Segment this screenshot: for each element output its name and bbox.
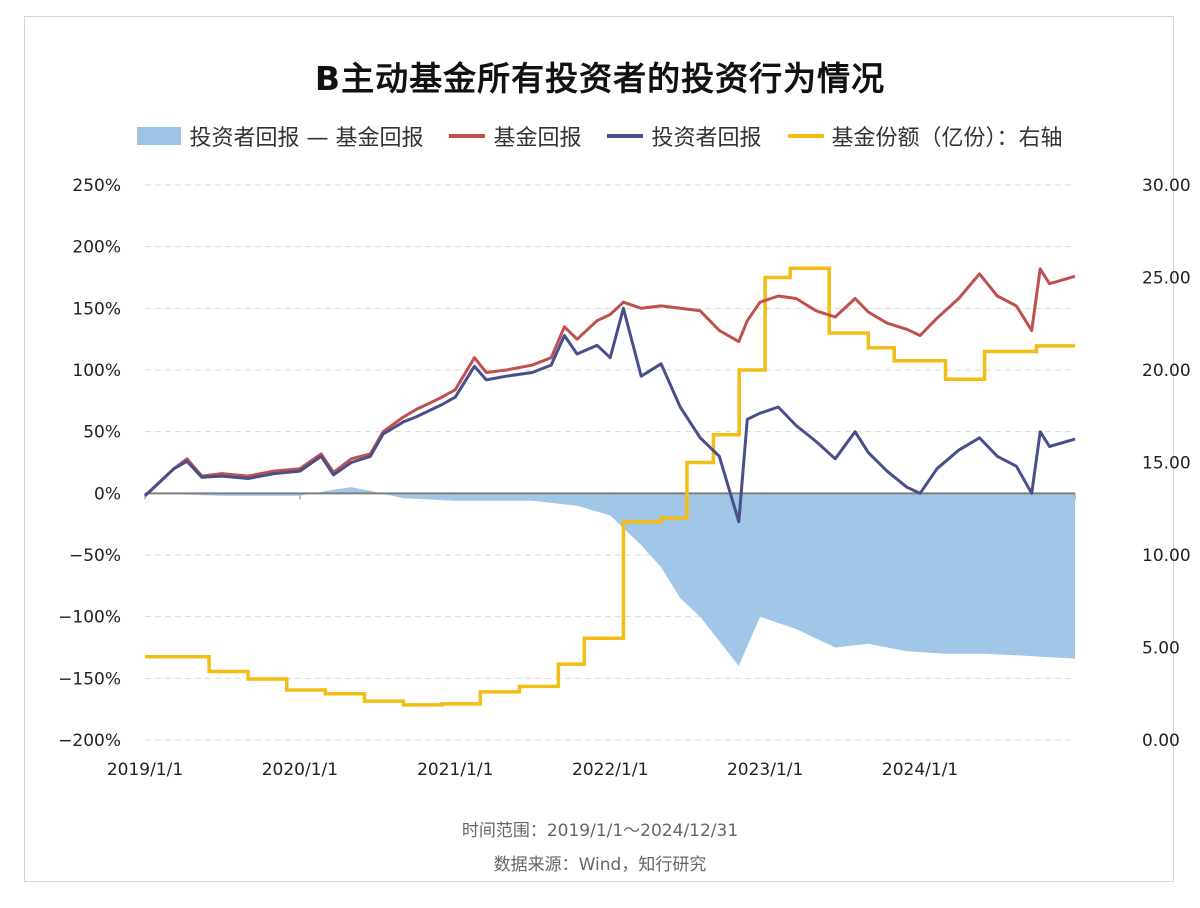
legend-label-investor: 投资者回报 xyxy=(651,126,762,151)
x-tick-label: 2019/1/1 xyxy=(107,760,183,780)
legend-label-shares: 基金份额（亿份）：右轴 xyxy=(831,126,1063,151)
y-left-tick-label: 50% xyxy=(83,423,121,443)
y-left-tick-label: −50% xyxy=(69,546,121,566)
footer-time-range: 时间范围：2019/1/1～2024/12/31 xyxy=(461,821,739,841)
legend-item-shares: 基金份额（亿份）：右轴 xyxy=(787,120,1063,152)
x-tick-label: 2021/1/1 xyxy=(417,760,493,780)
x-tick-label: 2023/1/1 xyxy=(727,760,803,780)
x-tick-label: 2022/1/1 xyxy=(572,760,648,780)
series-line-fund-shares xyxy=(145,266,1075,707)
x-tick-label: 2024/1/1 xyxy=(882,760,958,780)
y-right-tick-label: 10.00 xyxy=(1142,546,1191,566)
y-right-tick-label: 25.00 xyxy=(1142,269,1191,289)
y-left-tick-label: 250% xyxy=(72,176,121,196)
y-right-tick-label: 5.00 xyxy=(1142,639,1180,659)
legend-swatch-fund xyxy=(449,134,486,138)
legend-item-investor: 投资者回报 xyxy=(607,120,762,152)
legend-item-area: 投资者回报 — 基金回报 xyxy=(137,120,423,152)
y-left-tick-label: 200% xyxy=(72,238,121,258)
y-left-tick-label: −100% xyxy=(58,608,121,628)
legend-item-fund: 基金回报 xyxy=(449,120,581,152)
y-left-tick-label: −200% xyxy=(58,731,121,751)
legend-swatch-investor xyxy=(607,134,644,138)
y-right-tick-label: 20.00 xyxy=(1142,361,1191,381)
legend-label-fund: 基金回报 xyxy=(493,126,582,151)
y-left-tick-label: 100% xyxy=(72,361,121,381)
chart-title: B主动基金所有投资者的投资行为情况 xyxy=(314,59,886,98)
series-line-fund-return xyxy=(143,267,1076,497)
y-left-tick-label: −150% xyxy=(58,669,121,689)
y-left-tick-label: 0% xyxy=(94,484,121,504)
y-right-tick-label: 30.00 xyxy=(1142,176,1191,196)
footer-source: 数据来源：Wind，知行研究 xyxy=(493,855,707,875)
y-right-tick-label: 15.00 xyxy=(1142,454,1191,474)
legend-label-area: 投资者回报 — 基金回报 xyxy=(189,126,424,151)
chart-frame xyxy=(24,16,1174,882)
y-left-tick-label: 150% xyxy=(72,299,121,319)
x-tick-label: 2020/1/1 xyxy=(262,760,338,780)
series-line-investor-return xyxy=(143,306,1076,524)
legend: 投资者回报 — 基金回报 基金回报 投资者回报 基金份额（亿份）：右轴 xyxy=(0,120,1200,152)
legend-swatch-shares xyxy=(787,134,824,138)
series-area-investor-minus-fund xyxy=(145,487,1075,666)
legend-swatch-area xyxy=(137,127,182,145)
y-right-tick-label: 0.00 xyxy=(1142,731,1180,751)
